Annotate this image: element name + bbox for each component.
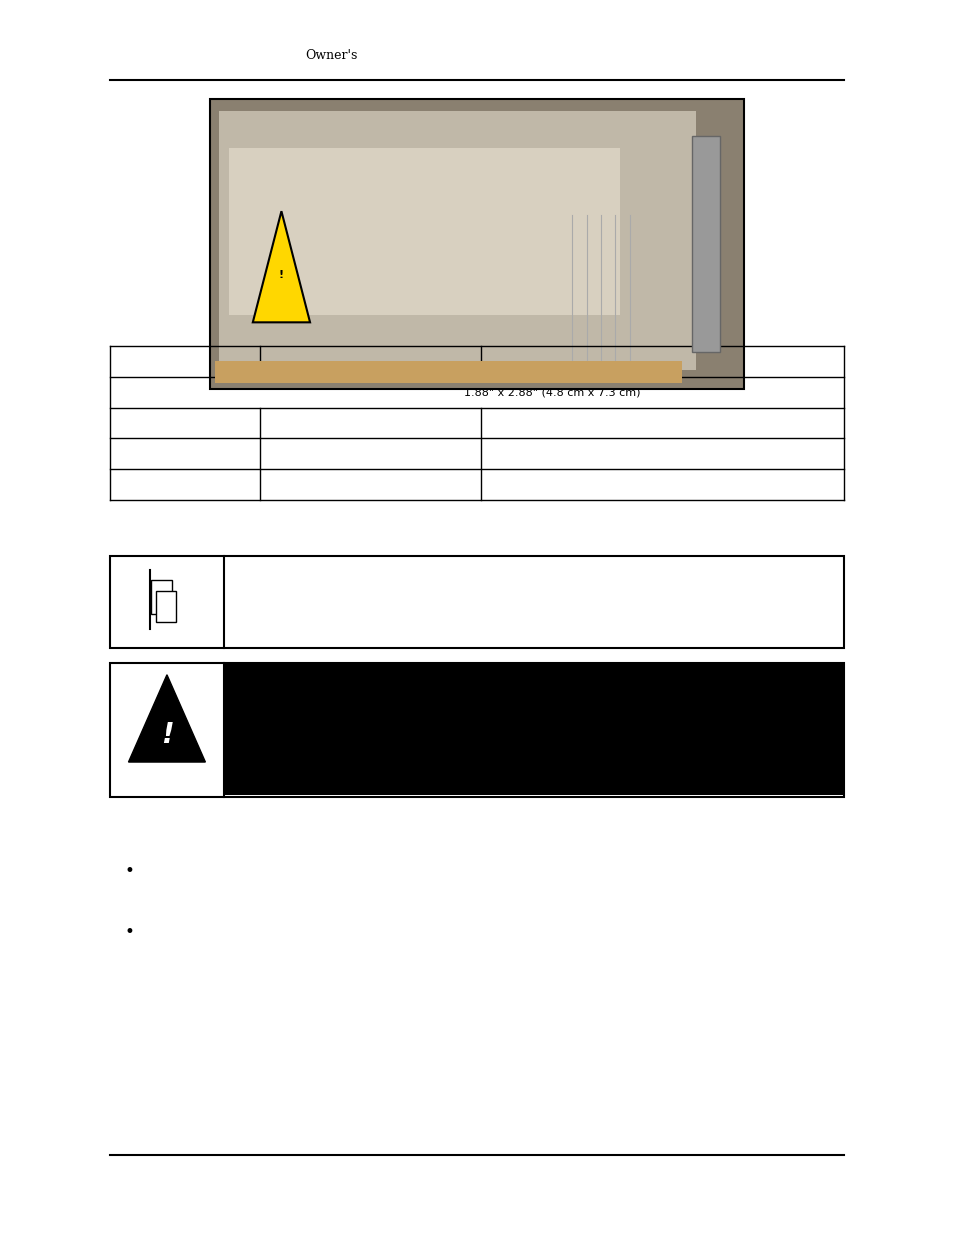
Text: 1.88" x 2.88" (4.8 cm x 7.3 cm): 1.88" x 2.88" (4.8 cm x 7.3 cm): [463, 387, 639, 398]
Text: •: •: [124, 924, 133, 941]
Text: •: •: [124, 862, 133, 879]
FancyBboxPatch shape: [219, 111, 696, 370]
FancyBboxPatch shape: [224, 664, 842, 795]
Polygon shape: [129, 674, 205, 762]
FancyBboxPatch shape: [155, 592, 176, 622]
FancyBboxPatch shape: [214, 361, 681, 383]
FancyBboxPatch shape: [151, 580, 172, 615]
Text: !: !: [160, 721, 173, 748]
Text: !: !: [278, 270, 284, 280]
Text: Owner's: Owner's: [305, 49, 357, 62]
Polygon shape: [253, 211, 310, 322]
FancyBboxPatch shape: [210, 99, 743, 389]
FancyBboxPatch shape: [229, 148, 619, 315]
FancyBboxPatch shape: [110, 556, 843, 648]
FancyBboxPatch shape: [110, 663, 843, 797]
FancyBboxPatch shape: [691, 136, 720, 352]
